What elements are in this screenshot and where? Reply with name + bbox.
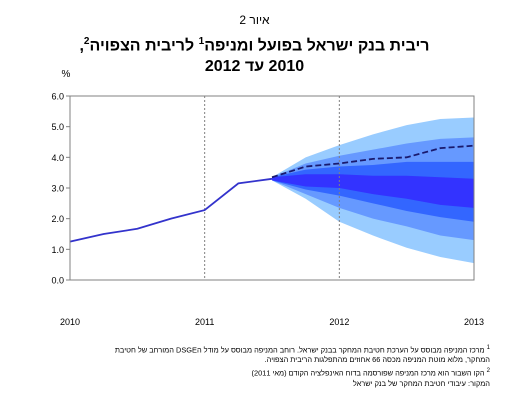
y-axis-unit-label: % [62,69,71,80]
y-tick-label: 5.0 [51,122,64,132]
footnote-2: 2 הקו השבור הוא מרכז המניפה שפורסמה בדוח… [12,366,490,378]
title-footnote-ref-1: 1 [198,36,205,47]
y-tick-label: 6.0 [51,92,64,102]
footnote-1-marker: 1 [486,345,490,351]
y-tick-label: 4.0 [51,153,64,163]
previous-forecast-line [271,144,475,179]
title-footnote-ref-2: 2 [83,36,90,47]
fan-bands [272,117,474,264]
fan-band-4 [272,174,474,208]
y-tick-label: 1.0 [51,245,64,255]
x-tick-label-2013: 2013 [464,317,484,327]
x-tick-label-2011: 2011 [195,317,214,327]
title-text-c: , [79,37,84,55]
title-text-a: ריבית בנק ישראל בפועל ומניפה [204,37,430,55]
y-tick-label: 0.0 [51,276,64,286]
x-tick-label-2012: 2012 [329,317,349,327]
footnote-1-text: מרכז המניפה מבוסס על הערכת חטיבת המחקר ב… [114,345,485,355]
source-note: המקור: עיבודי חטיבת המחקר של בנק ישראל [352,379,490,388]
series-lines [69,144,475,243]
chart-title-line2: 2010 עד 2012 [204,58,305,76]
y-tick-label: 3.0 [51,184,64,194]
footnote-2-text: הקו השבור הוא מרכז המניפה שפורסמה בדוח ה… [251,368,485,378]
title-text-b: לריבית הצפויה [89,37,199,55]
footnote-1-line-2: המחקר, מלוא מוטת המניפה מכסה 66 אחוזים מ… [264,355,490,365]
axis-ticks: 0.0 1.0 2.0 3.0 4.0 5.0 6.0 2010 2011 2012 2013 [51,92,484,328]
figure-label: איור 2 [239,13,270,27]
gridlines [204,96,340,280]
chart-title-line1: ריבית בנק ישראל בפועל ומניפה1 לריבית הצפ… [0,31,509,56]
footnote-2-marker: 2 [486,368,490,374]
chart-title: ריבית בנק ישראל בפועל ומניפה1 לריבית הצפ… [0,31,509,77]
footnote-1-line-1: 1 מרכז המניפה מבוסס על הערכת חטיבת המחקר… [12,343,490,355]
footnotes: 1 מרכז המניפה מבוסס על הערכת חטיבת המחקר… [12,343,490,365]
y-tick-label: 2.0 [51,214,64,224]
actual-rate-line [69,177,273,243]
x-tick-label-2010: 2010 [60,317,80,327]
